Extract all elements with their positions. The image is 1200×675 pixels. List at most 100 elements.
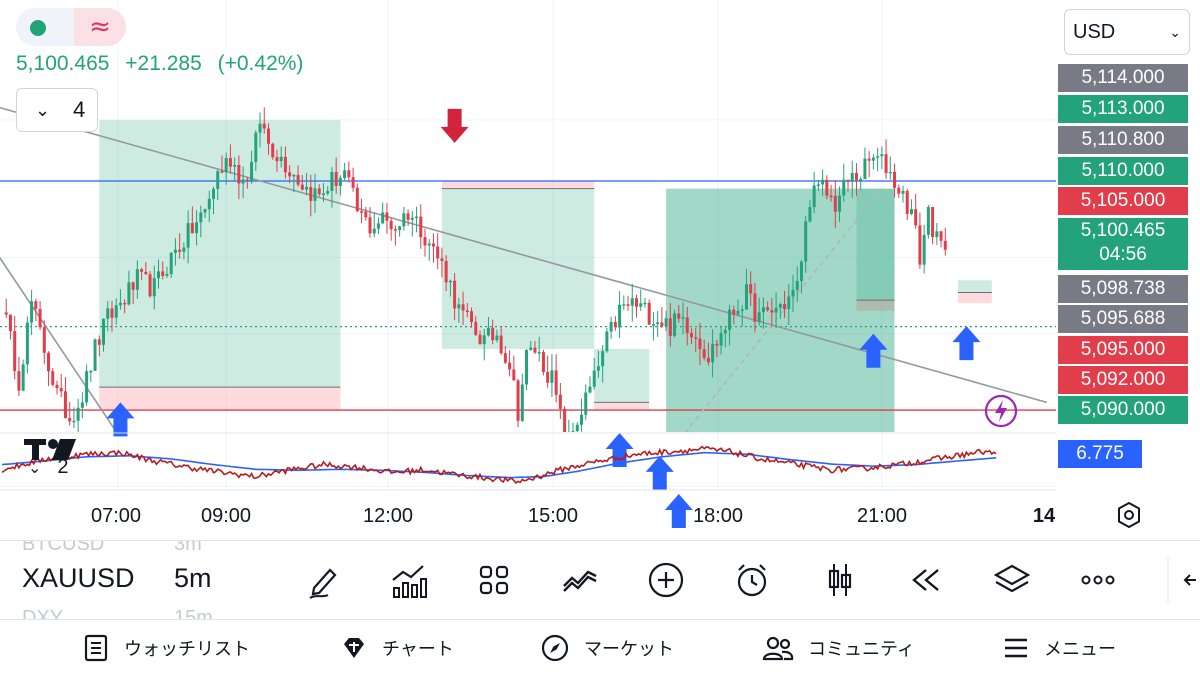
plus-circle-icon: [648, 562, 684, 598]
price-chart[interactable]: [0, 0, 1200, 540]
buy-arrow-icon[interactable]: [106, 402, 135, 437]
candle: [804, 215, 808, 273]
candle: [266, 123, 270, 155]
sub-indicators-toggle[interactable]: ⌄ 2: [28, 456, 69, 479]
scroll-left-button[interactable]: [1166, 558, 1200, 602]
indicator-count: 4: [73, 97, 86, 122]
market-status-pill[interactable]: ≈: [16, 8, 126, 46]
candle: [660, 307, 664, 328]
more-button[interactable]: [1076, 558, 1120, 602]
candle: [190, 206, 194, 234]
bar-countdown: 04:56: [1099, 244, 1147, 265]
nav-community-label: コミュニティ: [808, 638, 915, 659]
rewind-icon: [912, 569, 939, 591]
candle: [825, 175, 829, 200]
buy-arrow-icon[interactable]: [952, 326, 981, 361]
candle: [664, 310, 668, 332]
candle: [51, 367, 55, 387]
price-scale-label: 5,098.738: [1058, 275, 1188, 303]
price-scale-value: 5,100.465: [1080, 220, 1166, 241]
oscillator-main-line: [1, 445, 997, 485]
add-button[interactable]: [644, 558, 688, 602]
position-stop-zone[interactable]: [441, 181, 595, 189]
candle: [237, 155, 241, 200]
position-stop-zone[interactable]: [856, 300, 895, 311]
nav-watchlist-label: ウォッチリスト: [124, 638, 250, 659]
price-scale-label: 5,105.000: [1058, 187, 1188, 215]
price-scale-value: 5,098.738: [1080, 278, 1166, 299]
nav-watchlist[interactable]: ウォッチリスト: [82, 620, 250, 675]
candle: [212, 186, 215, 215]
alert-bolt-icon[interactable]: [984, 394, 1018, 428]
indicators-toggle[interactable]: ⌄ 4: [16, 88, 98, 132]
tradingview-logo-icon: [22, 436, 78, 469]
position-stop-zone[interactable]: [666, 448, 894, 471]
chart-diamond-icon: [344, 637, 364, 658]
buy-arrow-icon[interactable]: [859, 333, 888, 368]
layers-button[interactable]: [990, 558, 1034, 602]
candle: [546, 355, 550, 388]
candle: [427, 239, 431, 261]
price-scale-value: 5,090.000: [1080, 399, 1166, 420]
candle: [127, 270, 131, 306]
compare-button[interactable]: [558, 558, 602, 602]
interval-selector[interactable]: 5m: [174, 563, 212, 593]
candle: [647, 299, 651, 325]
candle: [140, 267, 144, 280]
candle: [829, 184, 833, 202]
nav-chart[interactable]: チャート: [340, 620, 454, 675]
candle: [833, 180, 837, 228]
chart-settings-icon[interactable]: [1114, 500, 1144, 530]
ghost-interval-below: 15m: [174, 607, 213, 620]
candle: [203, 208, 207, 219]
buy-arrow-icon[interactable]: [664, 494, 693, 529]
position-profit-zone[interactable]: [856, 188, 895, 301]
candle: [161, 261, 165, 280]
position-profit-zone[interactable]: [441, 188, 595, 349]
candle: [68, 402, 72, 426]
candle: [216, 169, 220, 201]
candle: [622, 295, 626, 311]
position-stop-zone[interactable]: [99, 387, 341, 411]
candle: [723, 327, 727, 348]
replay-button[interactable]: [904, 558, 948, 602]
candle: [317, 184, 321, 197]
position-profit-zone[interactable]: [99, 119, 341, 388]
candle: [271, 142, 275, 160]
buy-arrow-icon[interactable]: [645, 455, 674, 490]
indicators-button[interactable]: [386, 558, 430, 602]
candle: [89, 370, 93, 382]
candle: [17, 356, 21, 397]
position-stop-zone[interactable]: [957, 292, 992, 304]
candle: [668, 302, 672, 347]
candle: [245, 176, 249, 189]
chart-type-button[interactable]: [818, 558, 862, 602]
position-profit-zone[interactable]: [957, 280, 992, 293]
buy-arrow-icon[interactable]: [605, 432, 634, 467]
price-scale-value: 5,114.000: [1081, 67, 1165, 88]
time-axis-label: 09:00: [200, 505, 252, 527]
nav-market[interactable]: マーケット: [540, 620, 674, 675]
oscillator-signal-line: [1, 451, 997, 479]
nav-menu[interactable]: メニュー: [1002, 620, 1116, 675]
candle: [478, 330, 482, 345]
candle: [343, 162, 347, 182]
candle: [178, 233, 182, 259]
drawing-tools-button[interactable]: [302, 558, 346, 602]
position-stop-zone[interactable]: [594, 402, 650, 411]
chevron-down-icon: ⌄: [28, 460, 42, 477]
symbol-selector[interactable]: XAUUSD: [22, 563, 135, 593]
templates-button[interactable]: [472, 558, 516, 602]
candle: [368, 206, 372, 238]
candle: [372, 212, 376, 238]
currency-select[interactable]: USD ⌄: [1064, 9, 1190, 55]
sell-arrow-icon[interactable]: [440, 108, 469, 143]
nav-community[interactable]: コミュニティ: [762, 620, 915, 675]
candle: [338, 175, 342, 196]
candle: [241, 166, 245, 199]
candle: [279, 146, 283, 168]
price-scale-value: 5,095.688: [1080, 308, 1166, 329]
candle: [330, 166, 334, 208]
candle: [195, 210, 199, 246]
alert-button[interactable]: [730, 558, 774, 602]
